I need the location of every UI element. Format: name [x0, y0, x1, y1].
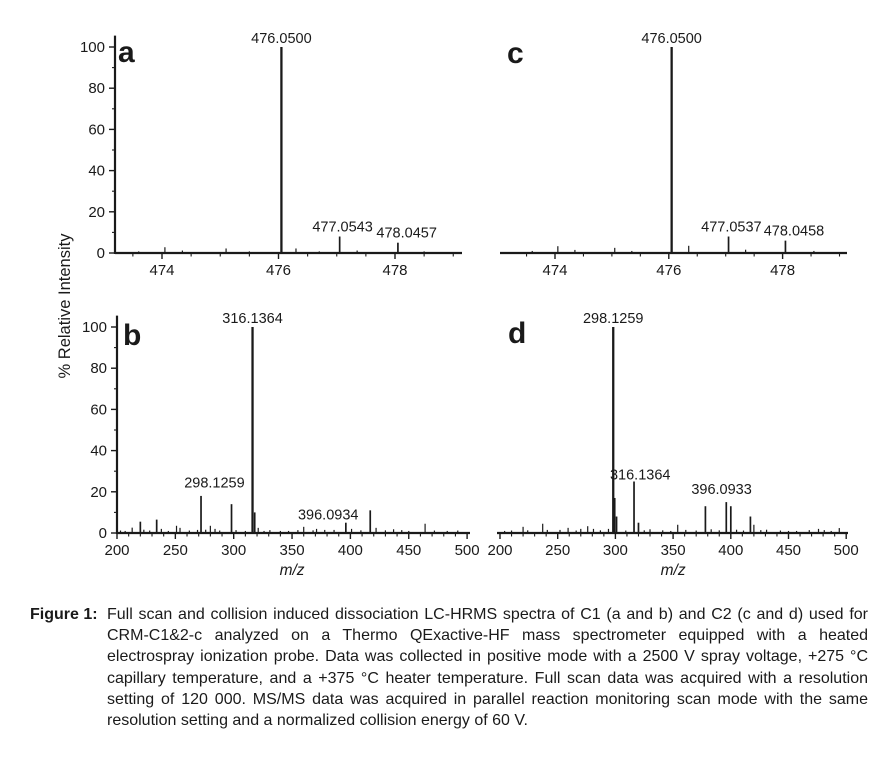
x-tick-label: 474 [542, 262, 567, 279]
spectrum-panel-d: 200 250 300 350 400 450 500 298.1259 316.1364 396… [487, 311, 858, 579]
peak-label: 396.0933 [691, 482, 751, 498]
x-tick-label: 476 [266, 262, 291, 279]
x-axis-title-d: m/z [661, 562, 686, 579]
peak-label: 478.0457 [376, 226, 436, 242]
panel-label-b: b [123, 319, 141, 352]
peak-label: 298.1259 [184, 476, 244, 492]
panel-label-d: d [508, 317, 526, 350]
x-tick-label: 450 [396, 542, 421, 559]
spectrum-panel-c: 474 476 478 476.0500 477.0537 478.0458 c [500, 31, 847, 279]
x-tick-label: 200 [104, 542, 129, 559]
x-tick-label: 478 [382, 262, 407, 279]
y-axis-title: % Relative Intensity [56, 233, 74, 379]
peak-label: 298.1259 [583, 311, 643, 327]
peak-label: 476.0500 [251, 31, 311, 47]
figure-caption-text: Full scan and collision induced dissocia… [107, 606, 868, 730]
x-tick-label: 500 [834, 542, 859, 559]
spectrum-panel-a: 0 20 40 60 80 100 474 476 478 476.0500 477.0543 478… [80, 31, 462, 279]
x-axis-title-b: m/z [280, 562, 305, 579]
spectrum-panel-b: 0 20 40 60 80 100 200 250 300 350 400 450 500 316.136… [82, 311, 480, 579]
x-tick-label: 500 [455, 542, 480, 559]
y-tick-label: 60 [90, 401, 107, 418]
x-tick-label: 200 [487, 542, 512, 559]
y-tick-label: 80 [90, 360, 107, 377]
x-tick-label: 476 [656, 262, 681, 279]
peak-label: 476.0500 [641, 31, 701, 47]
figure-caption-label: Figure 1: [30, 606, 98, 623]
peak-label: 316.1364 [610, 467, 670, 483]
y-tick-label: 40 [88, 163, 105, 180]
x-tick-label: 450 [776, 542, 801, 559]
panel-label-a: a [118, 36, 135, 69]
panel-label-c: c [507, 37, 524, 70]
x-tick-label: 350 [280, 542, 305, 559]
y-tick-label: 20 [88, 204, 105, 221]
y-tick-label: 40 [90, 443, 107, 460]
x-tick-label: 250 [545, 542, 570, 559]
y-tick-label: 20 [90, 484, 107, 501]
y-tick-label: 100 [80, 39, 105, 56]
x-tick-label: 474 [149, 262, 174, 279]
y-tick-label: 60 [88, 121, 105, 138]
x-tick-label: 478 [770, 262, 795, 279]
x-tick-label: 250 [163, 542, 188, 559]
peak-label: 478.0458 [764, 223, 824, 239]
peak-label: 316.1364 [222, 311, 282, 327]
figure-caption: Figure 1: Full scan and collision induce… [30, 604, 868, 731]
y-tick-label: 0 [99, 525, 107, 542]
y-tick-label: 80 [88, 80, 105, 97]
x-tick-label: 300 [603, 542, 628, 559]
x-tick-label: 400 [718, 542, 743, 559]
peak-label: 477.0543 [312, 219, 372, 235]
x-tick-label: 350 [661, 542, 686, 559]
y-tick-label: 0 [97, 245, 105, 262]
peak-label: 477.0537 [701, 219, 761, 235]
x-tick-label: 400 [338, 542, 363, 559]
x-tick-label: 300 [221, 542, 246, 559]
y-tick-label: 100 [82, 319, 107, 336]
peak-label: 396.0934 [298, 508, 358, 524]
